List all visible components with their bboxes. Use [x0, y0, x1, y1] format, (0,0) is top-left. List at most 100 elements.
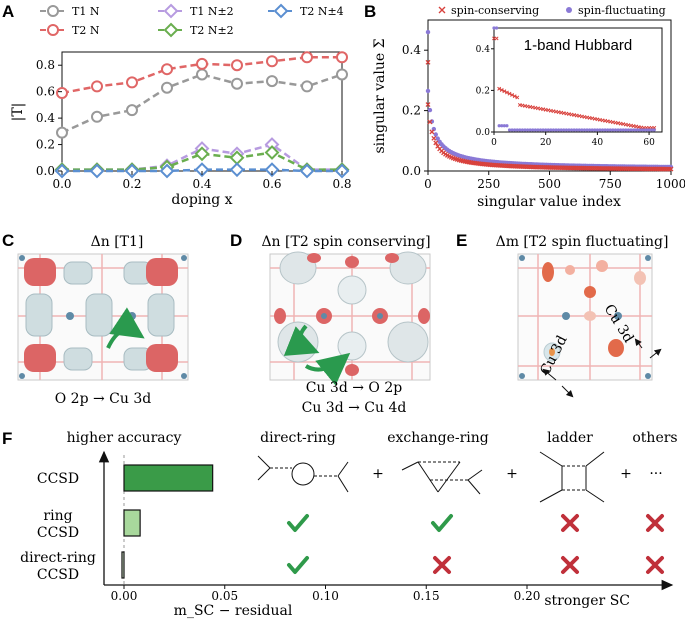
inset-point [533, 128, 537, 132]
panel-a-point [161, 81, 173, 94]
panel-f-category-label: direct-ring [20, 550, 96, 566]
panel-b-ytick-label: 0.2 [402, 104, 421, 118]
inset-point [619, 128, 623, 132]
inset-point [642, 128, 646, 132]
panel-d-density-image [269, 251, 431, 386]
inset-point [603, 128, 607, 132]
inset-point [613, 128, 618, 132]
panel-a-point [301, 51, 313, 64]
inset-point [644, 128, 649, 132]
panel-a-ylabel: |T| [10, 103, 26, 122]
cross-icon [646, 514, 664, 532]
panel-a-legend-label: T1 N±2 [190, 5, 234, 18]
check-icon [431, 514, 453, 532]
inset-point [611, 128, 615, 132]
inset-point [499, 88, 504, 92]
panel-a-legend: T1 N T2 N T1 N±2 T2 N±2 T2 N±4 [40, 3, 344, 38]
diagram-label-exchange-ring: exchange-ring [387, 430, 489, 446]
panel-a-ytick-label: 0.6 [36, 85, 55, 99]
panel-b-legend-label: spin-fluctuating [578, 4, 666, 17]
plus-3: + [620, 466, 632, 482]
panel-b-point [427, 107, 433, 113]
inset-point [608, 128, 612, 132]
inset-point [629, 128, 633, 132]
panel-a-point [264, 145, 280, 160]
panel-f: higher accuracy CCSDringCCSDdirect-ringC… [20, 430, 678, 619]
inset-point [593, 128, 597, 132]
inset-point [559, 128, 563, 132]
panel-label-b: B [364, 2, 376, 21]
panel-b-xtick-label: 750 [599, 177, 622, 191]
panel-a-point [56, 126, 68, 139]
panel-f-bar [123, 509, 141, 537]
panel-a-xtick-label: 0.6 [262, 177, 281, 191]
panel-b-inset-title: 1-band Hubbard [524, 37, 632, 54]
panel-a-xlabel: doping x [171, 192, 232, 208]
inset-ytick-label: 0.2 [476, 86, 490, 96]
panel-a-legend-marker [163, 22, 179, 38]
panel-a-legend-marker [47, 24, 59, 36]
inset-xtick-label: 60 [643, 138, 655, 148]
inset-point [598, 128, 602, 132]
check-icon [287, 556, 309, 574]
panel-f-x-right-label: stronger SC [544, 593, 630, 609]
panel-label-a: A [2, 2, 14, 21]
plus-2: + [506, 466, 518, 482]
panel-label-e: E [456, 231, 467, 250]
inset-point [507, 91, 512, 96]
inset-point [567, 128, 571, 132]
inset-point [626, 128, 631, 132]
panel-a-xtick-label: 0.4 [192, 177, 211, 191]
panel-b-point [427, 119, 433, 125]
panel-a-point [194, 146, 210, 162]
panel-a-point [196, 68, 208, 81]
panel-b-legend-marker [566, 7, 572, 13]
inset-point [580, 128, 584, 132]
inset-point [541, 128, 545, 132]
inset-point [523, 128, 527, 132]
panel-a-point [196, 57, 208, 70]
inset-xtick-label: 20 [540, 138, 552, 148]
inset-point [544, 128, 548, 132]
panel-b-point [425, 59, 431, 65]
panel-c-title: Δn [T1] [91, 234, 144, 250]
inset-point [554, 128, 558, 132]
inset-point [652, 128, 656, 132]
panel-label-f: F [2, 429, 12, 448]
check-icon [287, 514, 309, 532]
panel-b-ylabel: singular value Σ [372, 38, 388, 153]
panel-b-xtick-label: 1000 [656, 177, 685, 191]
panel-f-category-label: ring [43, 508, 72, 524]
inset-point [557, 128, 561, 132]
panel-a-xtick-label: 0.8 [332, 177, 351, 191]
inset-point [497, 86, 502, 91]
panel-b-ytick-label: 0.0 [402, 164, 421, 178]
panel-f-xlabel: m_SC − residual [174, 603, 293, 619]
diagram-label-others: others [632, 430, 677, 446]
inset-point [510, 93, 515, 97]
panel-a-legend-label: T2 N [72, 24, 100, 37]
panel-b-point [433, 132, 438, 137]
inset-point [582, 128, 587, 132]
inset-point [624, 128, 628, 132]
panel-b-legend-label: spin-conserving [451, 4, 539, 17]
panel-a-point [266, 75, 278, 88]
panel-a-point [159, 163, 175, 179]
panel-a-ytick-label: 0.8 [36, 58, 55, 72]
inset-point [492, 26, 496, 30]
panel-a-ytick-label: 0.0 [36, 164, 55, 178]
inset-point [621, 128, 625, 132]
panel-f-y-top-label: higher accuracy [67, 430, 182, 446]
panel-d-caption-1: Cu 3d → O 2p [306, 380, 403, 396]
exchange-ring-diagram [401, 461, 483, 495]
panel-a-point [91, 80, 103, 93]
panel-e-density-image [517, 253, 653, 381]
panel-a-legend-label: T2 N±4 [300, 5, 344, 18]
panel-label-c: C [2, 231, 14, 250]
inset-xtick-label: 40 [592, 138, 604, 148]
panel-f-xtick-label: 0.05 [211, 589, 238, 603]
panel-a-legend-label: T2 N±2 [190, 24, 234, 37]
plus-1: + [372, 466, 384, 482]
inset-point [647, 128, 651, 132]
panel-b-chart: spin-conserving spin-fluctuating 0 250 500 7… [372, 4, 685, 210]
